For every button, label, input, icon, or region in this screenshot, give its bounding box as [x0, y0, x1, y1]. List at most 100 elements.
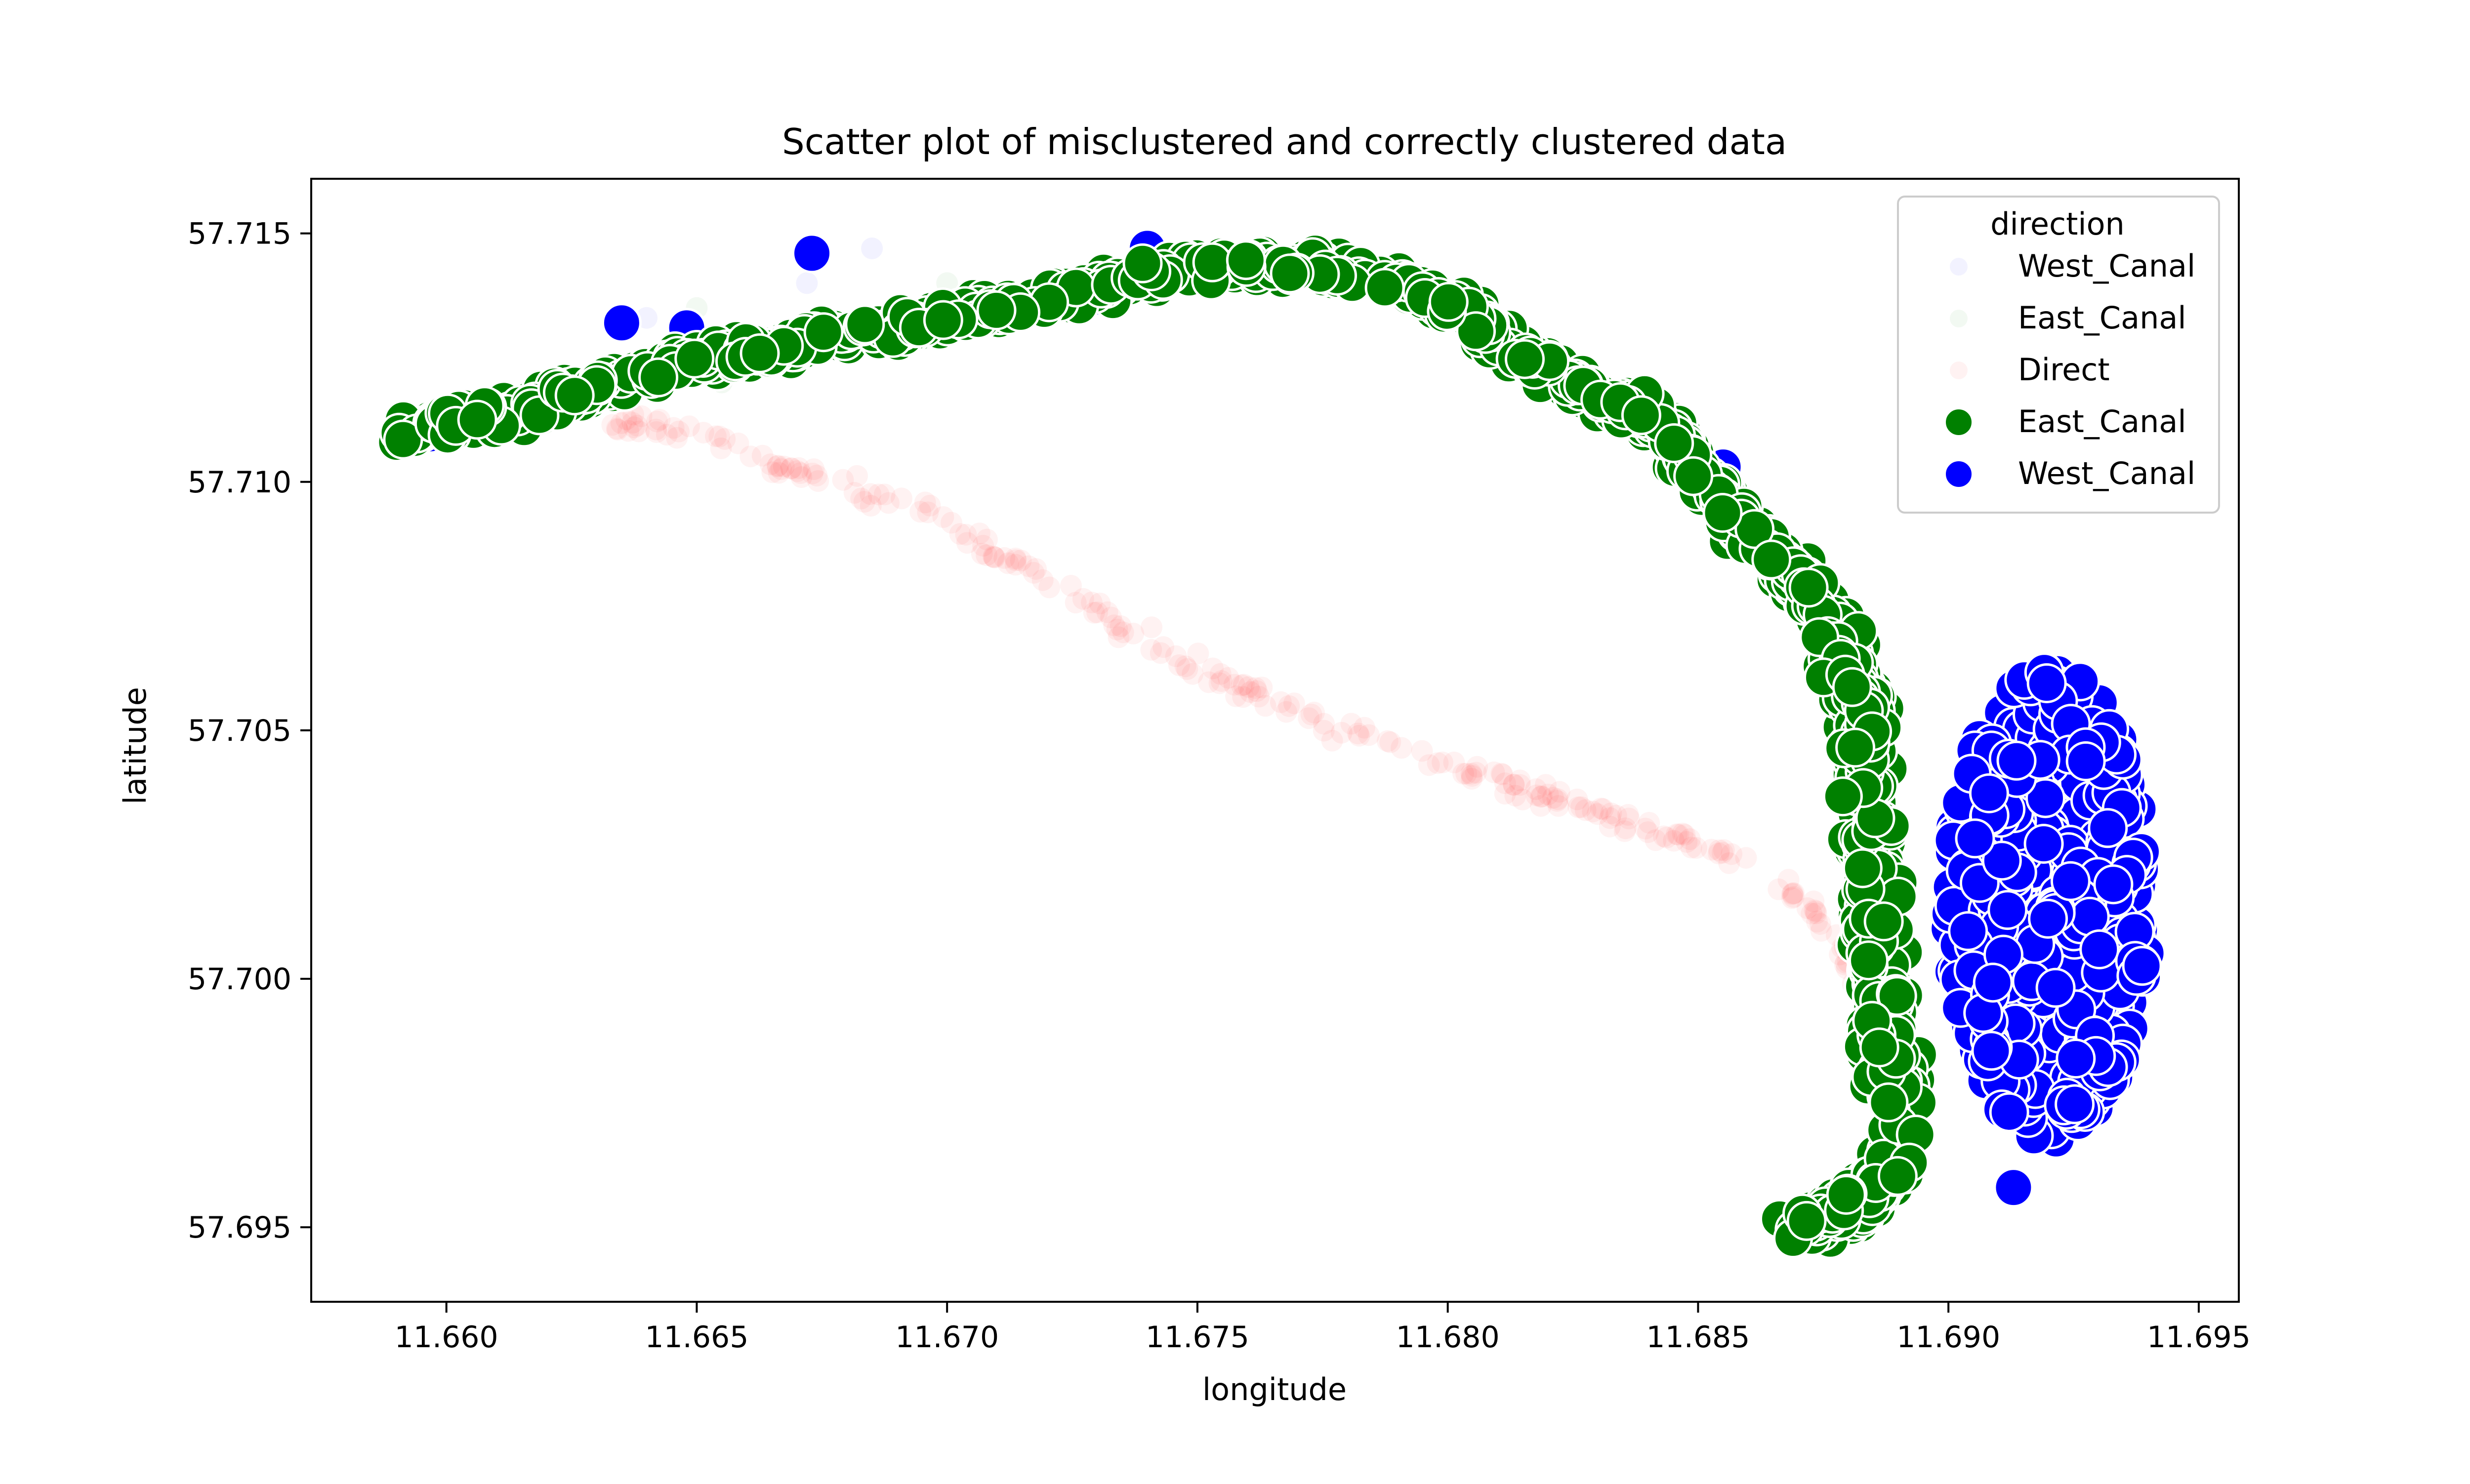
- direct-point: [621, 412, 644, 434]
- direct-point: [1225, 685, 1247, 707]
- east-canal-point: [1835, 727, 1876, 768]
- direct-point: [1638, 812, 1660, 834]
- east-canal-point: [1826, 1174, 1866, 1215]
- direct-point: [1617, 804, 1639, 826]
- direct-point: [1674, 824, 1696, 846]
- east-canal-point: [1734, 509, 1775, 549]
- direct-point: [1711, 842, 1733, 864]
- direct-point: [1358, 724, 1380, 746]
- direct-point: [1391, 737, 1412, 759]
- direct-point: [1586, 803, 1608, 825]
- direct-point: [787, 457, 810, 479]
- direct-point: [1781, 887, 1803, 909]
- direct-point: [1232, 686, 1254, 708]
- direct-point: [740, 445, 762, 468]
- direct-point: [1672, 822, 1694, 844]
- direct-point: [1239, 681, 1262, 703]
- east-canal-point: [1849, 940, 1889, 981]
- direct-point: [1542, 787, 1564, 809]
- west-canal-point: [2050, 861, 2091, 901]
- direct-point: [860, 495, 882, 517]
- direct-point: [1676, 831, 1698, 853]
- direct-point: [1735, 847, 1757, 869]
- west-canal-point: [2026, 663, 2067, 703]
- direct-point: [710, 437, 732, 459]
- direct-point: [1270, 691, 1292, 713]
- direct-point: [1223, 674, 1245, 696]
- direct-point: [1599, 807, 1621, 829]
- direct-point: [1530, 795, 1552, 817]
- direct-point: [1509, 774, 1531, 796]
- direct-point: [1018, 555, 1040, 577]
- direct-point: [806, 465, 828, 486]
- direct-point: [1182, 663, 1204, 685]
- direct-point: [759, 453, 782, 476]
- west-canal-faint-point: [861, 237, 883, 259]
- direct-point: [1103, 614, 1125, 637]
- direct-point: [1809, 913, 1831, 935]
- direct-point: [1112, 621, 1134, 643]
- legend-title: direction: [1990, 206, 2125, 242]
- direct-point: [1810, 920, 1832, 942]
- direct-point: [919, 494, 941, 517]
- direct-point: [1546, 790, 1568, 812]
- direct-point: [773, 455, 795, 478]
- direct-point: [1153, 636, 1175, 658]
- direct-point: [1081, 592, 1103, 613]
- direct-point: [1432, 751, 1453, 773]
- direct-point: [601, 414, 623, 436]
- direct-point: [1466, 756, 1488, 778]
- direct-point: [993, 547, 1016, 569]
- direct-point: [1465, 762, 1487, 784]
- direct-point: [1535, 774, 1557, 796]
- direct-point: [1680, 837, 1702, 859]
- direct-point: [968, 522, 990, 545]
- direct-point: [1491, 763, 1514, 786]
- direct-point: [1718, 852, 1740, 874]
- east-canal-point: [1863, 901, 1904, 942]
- direct-point: [626, 414, 648, 437]
- direct-point: [1141, 616, 1163, 639]
- direct-point: [1590, 798, 1612, 820]
- direct-point: [1313, 720, 1335, 742]
- east-canal-point: [1859, 1027, 1899, 1068]
- direct-point: [1330, 722, 1353, 744]
- direct-point: [1686, 837, 1708, 859]
- direct-point: [1303, 701, 1325, 723]
- direct-point: [1065, 592, 1087, 614]
- direct-point: [983, 546, 1004, 567]
- direct-point: [1504, 785, 1526, 807]
- direct-point: [678, 415, 700, 438]
- direct-point: [1525, 784, 1548, 806]
- direct-point: [1150, 642, 1172, 664]
- direct-point: [1618, 807, 1640, 830]
- west-canal-point: [601, 303, 642, 343]
- direct-point: [984, 546, 1006, 568]
- direct-point: [714, 428, 736, 450]
- direct-point: [1106, 618, 1128, 641]
- direct-point: [1721, 843, 1743, 865]
- direct-point: [1768, 878, 1790, 900]
- direct-point: [1004, 547, 1027, 569]
- direct-point: [1233, 674, 1255, 696]
- west-canal-point: [1996, 740, 2037, 781]
- direct-point: [630, 405, 653, 427]
- y-tick-label: 57.705: [188, 714, 291, 748]
- direct-point: [1108, 626, 1130, 648]
- chart-title: Scatter plot of misclustered and correct…: [782, 121, 1787, 162]
- direct-point: [971, 543, 993, 565]
- direct-point: [1427, 752, 1449, 774]
- direct-point: [1418, 754, 1440, 776]
- west-canal-point: [792, 233, 832, 274]
- direct-point: [766, 455, 788, 478]
- direct-point: [623, 416, 645, 439]
- west-canal-point: [2122, 946, 2162, 986]
- direct-point: [1666, 823, 1688, 845]
- direct-point: [1376, 730, 1399, 752]
- y-tick-label: 57.700: [188, 962, 291, 997]
- east-canal-point: [1621, 395, 1661, 436]
- west-canal-point: [2088, 808, 2128, 848]
- direct-point: [1083, 602, 1105, 624]
- direct-point: [645, 418, 667, 441]
- direct-point: [1455, 762, 1478, 785]
